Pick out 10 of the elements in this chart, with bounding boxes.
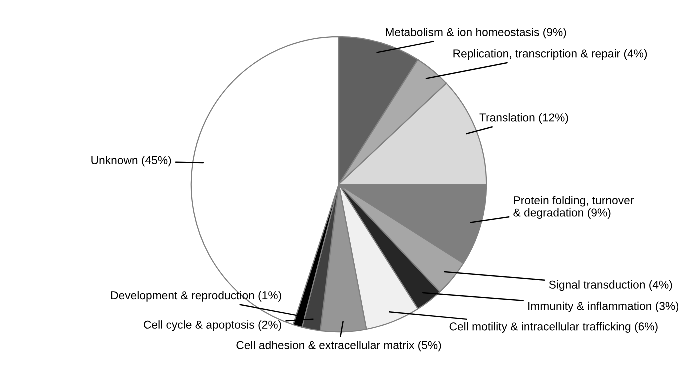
slice-label: Translation (12%) [480, 113, 568, 124]
slice-label: Cell motility & intracellular trafficking (6%) [450, 322, 658, 333]
slice-label: Metabolism & ion homeostasis (9%) [386, 28, 566, 39]
slice-label: Protein folding, turnover & degradation (9%) [514, 196, 634, 220]
slice-label: Development & reproduction (1%) [111, 291, 282, 302]
slice-label: Replication, transcription & repair (4%) [454, 49, 648, 60]
slice-label: Cell cycle & apoptosis (2%) [144, 320, 282, 332]
slice-label: Signal transduction (4%) [549, 280, 672, 292]
slice-label: Unknown (45%) [92, 156, 172, 167]
slice-label: Cell adhesion & extracellular matrix (5%) [236, 341, 442, 352]
